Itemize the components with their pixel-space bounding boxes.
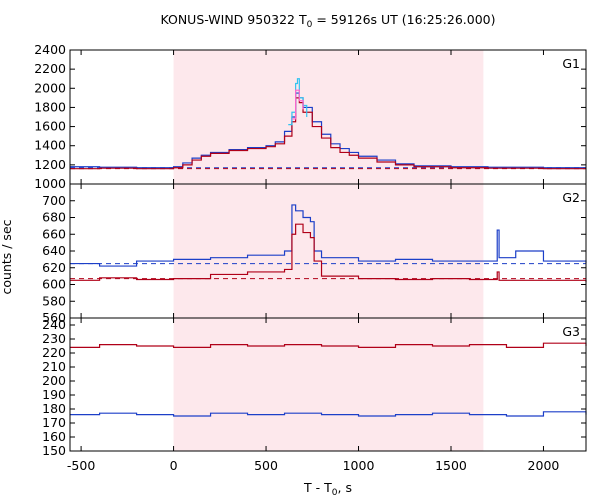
y-tick-label: 2000: [34, 80, 66, 95]
series-line-blue: [70, 411, 587, 417]
y-tick-label: 1400: [34, 138, 66, 153]
y-tick-label: 1800: [34, 99, 66, 114]
y-tick-label: 150: [42, 443, 66, 458]
y-axis-label: counts / sec: [0, 219, 14, 294]
x-tick-label: 500: [254, 458, 278, 473]
y-tick-label: 2400: [34, 42, 66, 57]
panel-label: G2: [562, 190, 580, 205]
y-tick-label: 1000: [34, 176, 66, 191]
y-tick-label: 240: [42, 317, 66, 332]
y-tick-label: 160: [42, 429, 66, 444]
chart-title: KONUS-WIND 950322 T0 = 59126s UT (16:25:…: [160, 12, 495, 30]
y-tick-label: 1600: [34, 119, 66, 134]
y-tick-label: 700: [42, 193, 66, 208]
x-tick-label: -500: [67, 458, 95, 473]
y-tick-label: 680: [42, 210, 66, 225]
panel-label: G3: [562, 324, 580, 339]
y-tick-label: 170: [42, 415, 66, 430]
y-tick-label: 580: [42, 293, 66, 308]
series-line-red: [70, 223, 587, 282]
y-tick-label: 660: [42, 226, 66, 241]
chart-panels: 10001200140016001800200022002400G1560580…: [34, 42, 587, 473]
y-tick-label: 640: [42, 243, 66, 258]
x-tick-label: 1000: [343, 458, 375, 473]
panel-frame: [69, 317, 587, 452]
series-line-red: [70, 97, 586, 170]
x-tick-label: 2000: [528, 458, 560, 473]
y-tick-label: 2200: [34, 61, 66, 76]
y-tick-label: 1200: [34, 157, 66, 172]
x-tick-label: 1500: [435, 458, 467, 473]
series-line-blue: [70, 204, 587, 267]
series-line-red: [70, 342, 587, 348]
y-tick-label: 190: [42, 387, 66, 402]
series-line-pink: [291, 89, 304, 120]
highlight-band: [173, 50, 484, 451]
y-tick-label: 180: [42, 401, 66, 416]
panel-label: G1: [562, 56, 580, 71]
x-axis-label: T - T0, s: [303, 480, 352, 498]
x-tick-label: 0: [170, 458, 178, 473]
y-tick-label: 230: [42, 331, 66, 346]
y-tick-label: 620: [42, 260, 66, 275]
y-tick-label: 560: [42, 310, 66, 325]
panel-g1: 1000 1200 1400 1600 1800 2000 2200 2400 G1: [34, 42, 587, 191]
y-tick-label: 200: [42, 373, 66, 388]
y-tick-label: 210: [42, 359, 66, 374]
y-tick-label: 220: [42, 345, 66, 360]
y-tick-label: 600: [42, 277, 66, 292]
